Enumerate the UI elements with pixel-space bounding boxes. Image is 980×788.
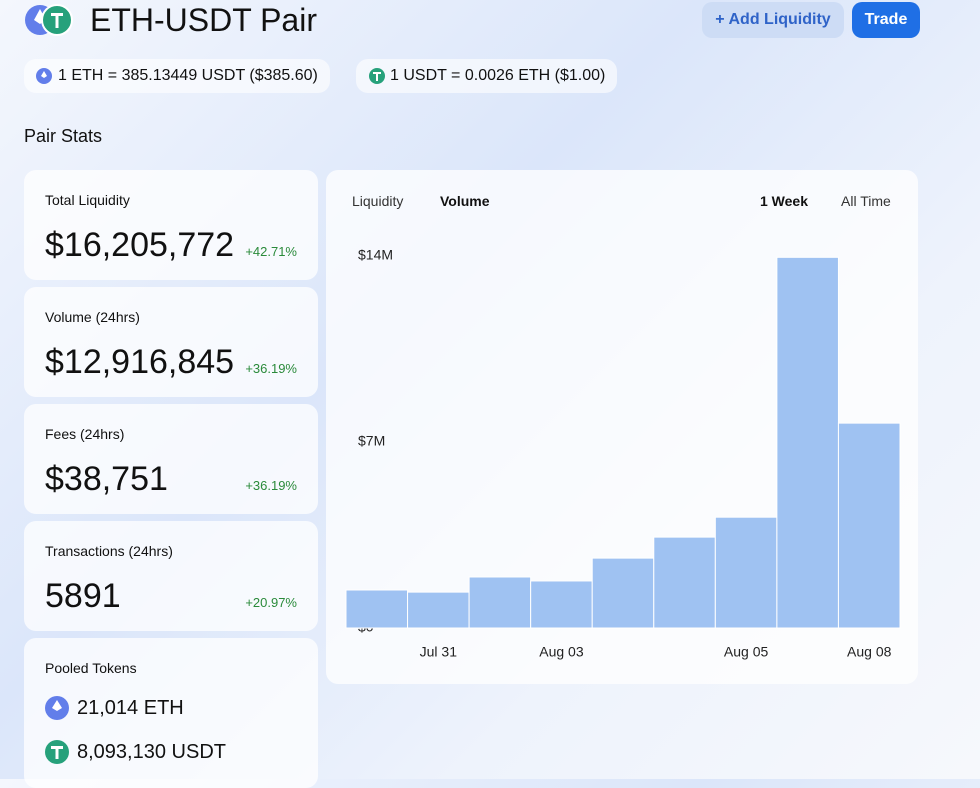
- stat-card: Fees (24hrs) $38,751 +36.19%: [24, 404, 318, 514]
- bar: [714, 516, 778, 629]
- chart-tab[interactable]: Liquidity: [352, 193, 404, 209]
- stat-card: Transactions (24hrs) 5891 +20.97%: [24, 521, 318, 631]
- stat-change: +36.19%: [245, 478, 297, 493]
- add-liquidity-button[interactable]: + Add Liquidity: [702, 2, 844, 38]
- stat-change: +42.71%: [245, 244, 297, 259]
- eth-icon: [36, 68, 52, 84]
- bar: [591, 557, 655, 629]
- bar: [530, 580, 593, 629]
- stat-card: Total Liquidity $16,205,772 +42.71%: [24, 170, 318, 280]
- stat-label: Fees (24hrs): [45, 426, 125, 442]
- bar: [407, 591, 470, 629]
- bar: [345, 589, 409, 629]
- eth-icon: [45, 696, 69, 720]
- stat-label: Transactions (24hrs): [45, 543, 173, 559]
- range-tab[interactable]: 1 Week: [760, 193, 808, 209]
- chart-card: Liquidity Volume 1 Week All Time $0$7M$1…: [326, 170, 918, 684]
- bar: [653, 536, 716, 629]
- stat-change: +20.97%: [245, 595, 297, 610]
- page-title: ETH-USDT Pair: [90, 2, 317, 38]
- range-tab[interactable]: All Time: [841, 193, 891, 209]
- stat-value: $12,916,845: [45, 343, 235, 381]
- usdt-icon: [369, 68, 385, 84]
- x-tick-label: Aug 03: [539, 644, 584, 660]
- y-tick-label: $7M: [358, 433, 385, 449]
- price-text: 1 USDT = 0.0026 ETH ($1.00): [390, 67, 606, 84]
- stat-label: Total Liquidity: [45, 192, 130, 208]
- price-pill: 1 ETH = 385.13449 USDT ($385.60): [24, 59, 330, 93]
- pooled-label: Pooled Tokens: [45, 660, 137, 676]
- pooled-card: Pooled Tokens 21,014 ETH 8,093,130 USDT: [24, 638, 318, 788]
- usdt-icon: [45, 740, 69, 764]
- bar: [776, 256, 839, 629]
- pooled-token: 8,093,130 USDT: [77, 741, 226, 763]
- x-tick-label: Aug 05: [724, 644, 769, 660]
- stat-card: Volume (24hrs) $12,916,845 +36.19%: [24, 287, 318, 397]
- pooled-token: 21,014 ETH: [77, 697, 184, 719]
- price-pill: 1 USDT = 0.0026 ETH ($1.00): [356, 59, 618, 93]
- stat-value: $16,205,772: [45, 226, 235, 264]
- bar: [468, 576, 532, 629]
- section-title: Pair Stats: [24, 126, 103, 146]
- x-tick-label: Jul 31: [420, 644, 458, 660]
- y-tick-label: $14M: [358, 247, 393, 263]
- stat-label: Volume (24hrs): [45, 309, 140, 325]
- chart-tab[interactable]: Volume: [440, 193, 490, 209]
- pair-icons: [25, 4, 73, 36]
- stat-value: 5891: [45, 577, 121, 615]
- stat-change: +36.19%: [245, 361, 297, 376]
- stat-value: $38,751: [45, 460, 168, 498]
- trade-button[interactable]: Trade: [852, 2, 920, 38]
- bar: [837, 422, 901, 629]
- x-tick-label: Aug 08: [847, 644, 892, 660]
- price-text: 1 ETH = 385.13449 USDT ($385.60): [58, 67, 318, 84]
